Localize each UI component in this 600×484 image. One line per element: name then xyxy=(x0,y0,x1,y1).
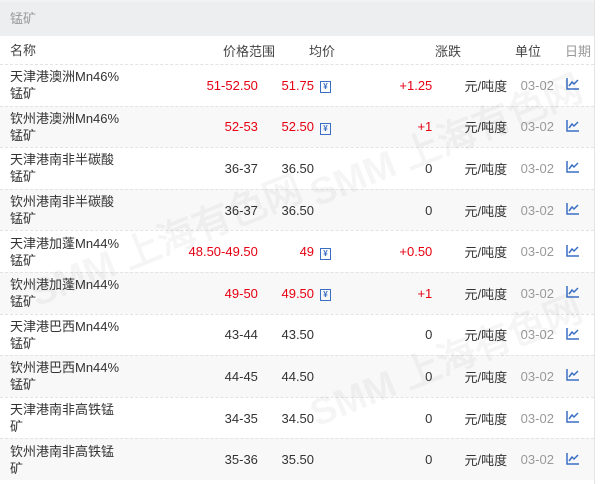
row-range: 36-37 xyxy=(224,160,258,176)
row-range: 51-52.50 xyxy=(206,77,258,93)
line-chart-icon[interactable] xyxy=(566,368,580,382)
table-row: 钦州港加蓬Mn44%锰矿 49-50 49.50 ¥ +1 元/吨度 03-02 xyxy=(0,271,594,314)
row-range: 48.50-49.50 xyxy=(188,244,258,260)
header-range: 价格范围 xyxy=(222,43,275,59)
row-avg: 51.75 xyxy=(281,77,315,93)
header-name: 名称 xyxy=(10,42,37,58)
row-unit: 元/吨度 xyxy=(464,78,508,94)
row-name[interactable]: 天津港澳洲Mn46%锰矿 xyxy=(10,69,120,102)
row-date: 03-02 xyxy=(520,244,554,260)
row-unit: 元/吨度 xyxy=(464,161,508,177)
line-chart-icon[interactable] xyxy=(566,160,580,174)
row-unit: 元/吨度 xyxy=(464,328,508,344)
row-unit: 元/吨度 xyxy=(464,203,508,219)
row-avg: 44.50 xyxy=(281,368,315,384)
calendar-icon[interactable]: ¥ xyxy=(320,122,332,135)
row-change: 0 xyxy=(425,202,433,218)
row-unit: 元/吨度 xyxy=(464,120,508,136)
row-date: 03-02 xyxy=(520,202,554,218)
table-row: 天津港南非半碳酸锰矿 36-37 36.50 0 元/吨度 03-02 xyxy=(0,147,594,189)
table-row: 钦州港南非半碳酸锰矿 36-37 36.50 0 元/吨度 03-02 xyxy=(0,188,594,231)
table-row: 天津港南非高铁锰矿 34-35 34.50 0 元/吨度 03-02 xyxy=(0,396,594,439)
line-chart-icon[interactable] xyxy=(566,452,580,465)
row-date: 03-02 xyxy=(520,285,554,301)
line-chart-icon[interactable] xyxy=(566,327,580,340)
row-avg: 34.50 xyxy=(281,410,315,426)
row-avg: 36.50 xyxy=(281,202,315,218)
row-range: 36-37 xyxy=(224,202,258,218)
row-name[interactable]: 钦州港南非半碳酸锰矿 xyxy=(10,194,115,227)
row-name[interactable]: 天津港加蓬Mn44%锰矿 xyxy=(10,235,120,268)
row-name[interactable]: 钦州港加蓬Mn44%锰矿 xyxy=(10,277,120,310)
row-range: 52-53 xyxy=(224,119,258,135)
row-avg: 49.50 xyxy=(281,285,315,301)
row-name[interactable]: 天津港巴西Mn44%锰矿 xyxy=(10,318,120,351)
row-name[interactable]: 钦州港澳洲Mn46%锰矿 xyxy=(10,110,120,143)
row-avg: 52.50 xyxy=(281,119,315,135)
row-change: 0 xyxy=(425,368,433,384)
row-change: 0 xyxy=(425,452,433,468)
header-avg: 均价 xyxy=(308,43,335,59)
line-chart-icon[interactable] xyxy=(566,77,580,91)
row-change: 0 xyxy=(425,160,433,176)
row-name[interactable]: 天津港南非半碳酸锰矿 xyxy=(10,152,115,185)
header-unit: 单位 xyxy=(514,43,541,59)
row-avg: 43.50 xyxy=(281,327,315,343)
row-avg: 36.50 xyxy=(281,160,315,176)
table-row: 天津港巴西Mn44%锰矿 43-44 43.50 0 元/吨度 03-02 xyxy=(0,313,594,356)
row-unit: 元/吨度 xyxy=(464,411,508,427)
calendar-icon[interactable]: ¥ xyxy=(320,247,332,260)
line-chart-icon[interactable] xyxy=(566,410,580,423)
line-chart-icon[interactable] xyxy=(566,119,580,132)
table-body: 天津港澳洲Mn46%锰矿 51-52.50 51.75 ¥ +1.25 元/吨度… xyxy=(0,64,594,480)
line-chart-icon[interactable] xyxy=(566,202,580,215)
row-range: 34-35 xyxy=(224,410,258,426)
row-date: 03-02 xyxy=(520,77,554,93)
table-row: 天津港加蓬Mn44%锰矿 48.50-49.50 49 ¥ +0.50 元/吨度… xyxy=(0,230,594,272)
header-date: 日期 xyxy=(564,43,591,59)
calendar-icon[interactable]: ¥ xyxy=(320,289,332,302)
table-row: 钦州港巴西Mn44%锰矿 44-45 44.50 0 元/吨度 03-02 xyxy=(0,355,594,397)
row-avg: 35.50 xyxy=(281,452,315,468)
table-row: 钦州港南非高铁锰矿 35-36 35.50 0 元/吨度 03-02 xyxy=(0,438,594,480)
calendar-icon[interactable]: ¥ xyxy=(320,81,332,94)
header-change: 涨跌 xyxy=(434,43,461,59)
row-date: 03-02 xyxy=(520,327,554,343)
row-date: 03-02 xyxy=(520,119,554,135)
row-range: 49-50 xyxy=(224,285,258,301)
row-range: 43-44 xyxy=(224,327,258,343)
row-change: +0.50 xyxy=(399,244,433,260)
row-date: 03-02 xyxy=(520,368,554,384)
line-chart-icon[interactable] xyxy=(566,285,580,299)
row-change: 0 xyxy=(425,327,433,343)
row-change: +1 xyxy=(417,285,433,301)
line-chart-icon[interactable] xyxy=(566,244,580,257)
row-unit: 元/吨度 xyxy=(464,286,508,302)
row-date: 03-02 xyxy=(520,452,554,468)
row-name[interactable]: 钦州港南非高铁锰矿 xyxy=(10,443,115,476)
table-row: 天津港澳洲Mn46%锰矿 51-52.50 51.75 ¥ +1.25 元/吨度… xyxy=(0,64,594,106)
row-date: 03-02 xyxy=(520,410,554,426)
row-date: 03-02 xyxy=(520,160,554,176)
row-range: 44-45 xyxy=(224,368,258,384)
row-name[interactable]: 钦州港巴西Mn44%锰矿 xyxy=(10,360,120,393)
row-change: +1.25 xyxy=(399,77,433,93)
row-change: +1 xyxy=(417,119,433,135)
row-unit: 元/吨度 xyxy=(464,453,508,469)
table-header: 名称 价格范围 均价 涨跌 单位 日期 xyxy=(0,36,594,64)
row-range: 35-36 xyxy=(224,452,258,468)
row-change: 0 xyxy=(425,410,433,426)
table-row: 钦州港澳洲Mn46%锰矿 52-53 52.50 ¥ +1 元/吨度 03-02 xyxy=(0,105,594,148)
row-unit: 元/吨度 xyxy=(464,369,508,385)
row-name[interactable]: 天津港南非高铁锰矿 xyxy=(10,402,115,435)
row-avg: 49 xyxy=(299,244,315,260)
row-unit: 元/吨度 xyxy=(464,245,508,261)
panel-title: 锰矿 xyxy=(0,0,594,36)
